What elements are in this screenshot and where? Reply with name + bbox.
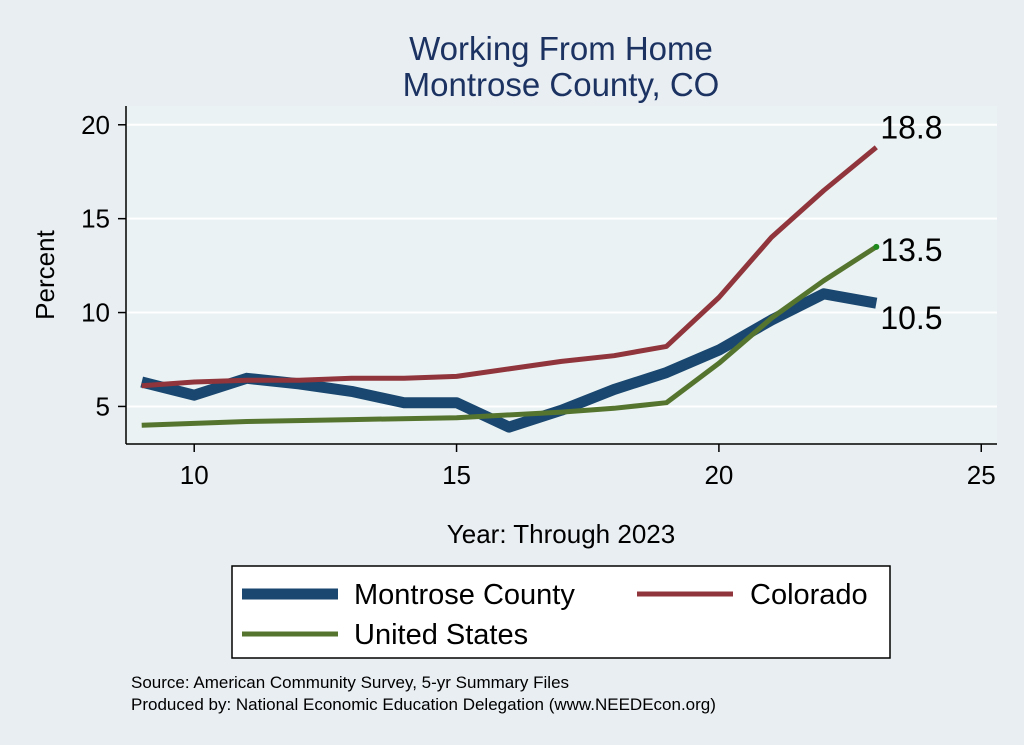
- x-tick-label-20: 20: [704, 460, 733, 490]
- gridlines: [126, 123, 997, 408]
- series-line-united-states: [141, 244, 878, 428]
- y-tick-label-20: 20: [81, 110, 110, 140]
- y-axis-title: Percent: [30, 229, 60, 319]
- x-axis-title: Year: Through 2023: [447, 519, 675, 549]
- legend-label-montrose: Montrose County: [354, 579, 575, 611]
- x-tick-label-15: 15: [442, 460, 471, 490]
- plot-area: [126, 106, 997, 444]
- axes: [125, 106, 997, 445]
- y-tick-label-5: 5: [96, 391, 110, 421]
- legend-box: [231, 565, 891, 659]
- source-note: Source: American Community Survey, 5-yr …: [131, 673, 569, 692]
- series-line-colorado: [141, 145, 878, 389]
- end-marker-united-states: [873, 243, 880, 250]
- end-label-colorado: 18.8: [880, 109, 942, 145]
- x-tick-label-25: 25: [967, 460, 996, 490]
- legend-label-united-states: United States: [354, 619, 528, 651]
- produced-by-note: Produced by: National Economic Education…: [131, 695, 716, 714]
- ticks: 5 10 15 20 10 15 20 25: [81, 110, 996, 490]
- y-tick-label-15: 15: [81, 204, 110, 234]
- chart-title-line-2: Montrose County, CO: [403, 66, 720, 103]
- x-tick-label-10: 10: [180, 460, 209, 490]
- y-tick-label-10: 10: [81, 298, 110, 328]
- end-label-montrose-county: 10.5: [880, 300, 942, 336]
- legend: Montrose County Colorado United States: [231, 565, 891, 659]
- legend-label-colorado: Colorado: [750, 579, 868, 611]
- chart-title-line-1: Working From Home: [409, 30, 713, 67]
- end-label-united-states: 13.5: [880, 232, 942, 268]
- end-labels: 10.5 18.8 13.5: [873, 109, 943, 336]
- series-layer: [140, 145, 878, 433]
